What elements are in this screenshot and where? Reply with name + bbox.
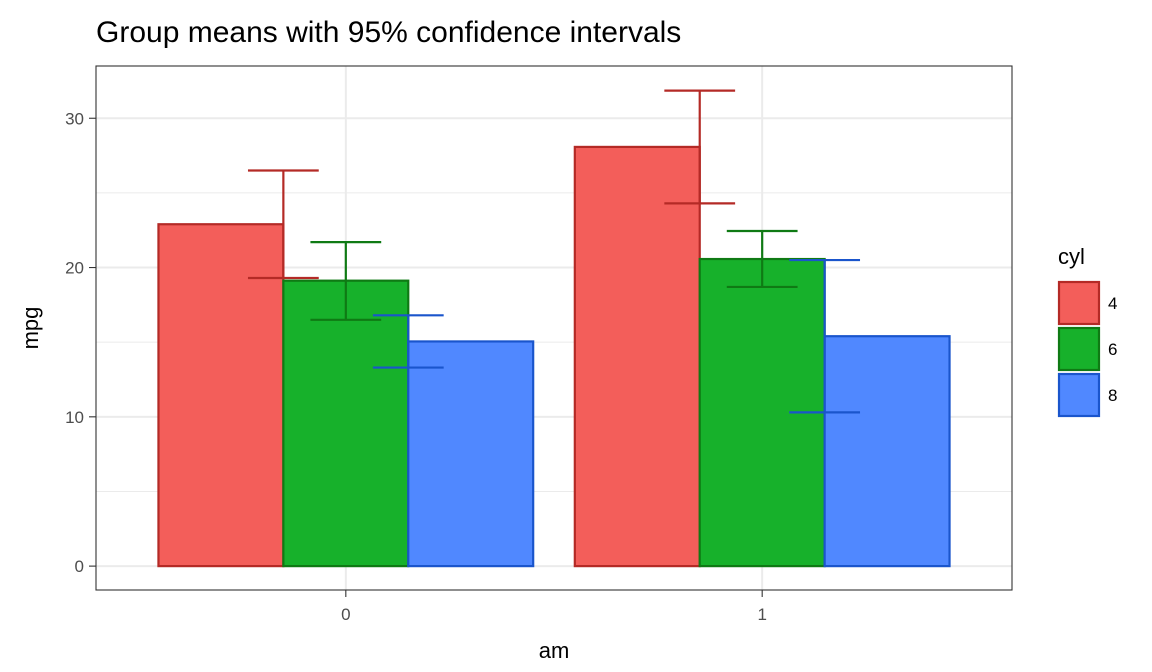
chart-title: Group means with 95% confidence interval… — [96, 16, 681, 49]
legend-key — [1057, 372, 1101, 418]
bars — [157, 145, 951, 568]
legend-label: 8 — [1108, 386, 1117, 405]
y-tick-label: 0 — [75, 557, 84, 576]
error-bar-cyl-8-am-0 — [372, 314, 444, 369]
error-bar-cyl-6-am-1 — [726, 229, 798, 289]
x-tick-label: 1 — [757, 605, 766, 624]
legend-title: cyl — [1058, 244, 1085, 269]
bar-cyl-4-am-1 — [573, 145, 701, 568]
y-axis-title: mpg — [18, 307, 43, 350]
legend-key — [1057, 280, 1101, 326]
legend-item-4: 4 — [1057, 280, 1117, 326]
legend-item-8: 8 — [1057, 372, 1117, 418]
legend: cyl 4 6 8 — [1057, 244, 1117, 418]
bar-cyl-4-am-0 — [157, 223, 285, 568]
y-tick-label: 30 — [65, 109, 84, 128]
bar-cyl-8-am-1 — [823, 335, 951, 568]
y-axis: 0 10 20 30 — [65, 109, 96, 576]
error-bar-cyl-4-am-0 — [247, 169, 319, 280]
error-bar-cyl-4-am-1 — [664, 89, 736, 205]
error-bars — [247, 89, 861, 414]
x-axis-title: am — [539, 638, 570, 663]
bar-cyl-8-am-0 — [407, 340, 535, 568]
y-tick-label: 20 — [65, 259, 84, 278]
legend-label: 4 — [1108, 294, 1117, 313]
bar-cyl-6-am-0 — [282, 279, 410, 568]
legend-label: 6 — [1108, 340, 1117, 359]
legend-key — [1057, 326, 1101, 372]
y-tick-label: 10 — [65, 408, 84, 427]
legend-item-6: 6 — [1057, 326, 1117, 372]
x-tick-label: 0 — [341, 605, 350, 624]
error-bar-cyl-6-am-0 — [310, 241, 382, 321]
plot-panel-border — [95, 65, 1013, 591]
error-bar-cyl-8-am-1 — [789, 258, 861, 414]
